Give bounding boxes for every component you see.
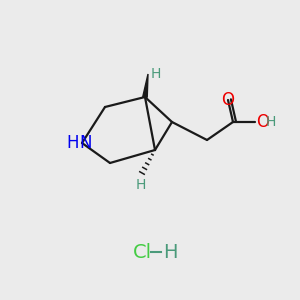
Text: N: N [79,134,92,152]
Text: O: O [221,91,235,109]
Text: H: H [67,134,79,152]
Text: O: O [256,113,269,131]
Text: Cl: Cl [133,242,152,262]
Text: H: H [136,178,146,192]
Text: H: H [163,242,178,262]
Text: H: H [151,67,161,81]
Text: H: H [266,115,276,129]
Polygon shape [143,74,148,97]
